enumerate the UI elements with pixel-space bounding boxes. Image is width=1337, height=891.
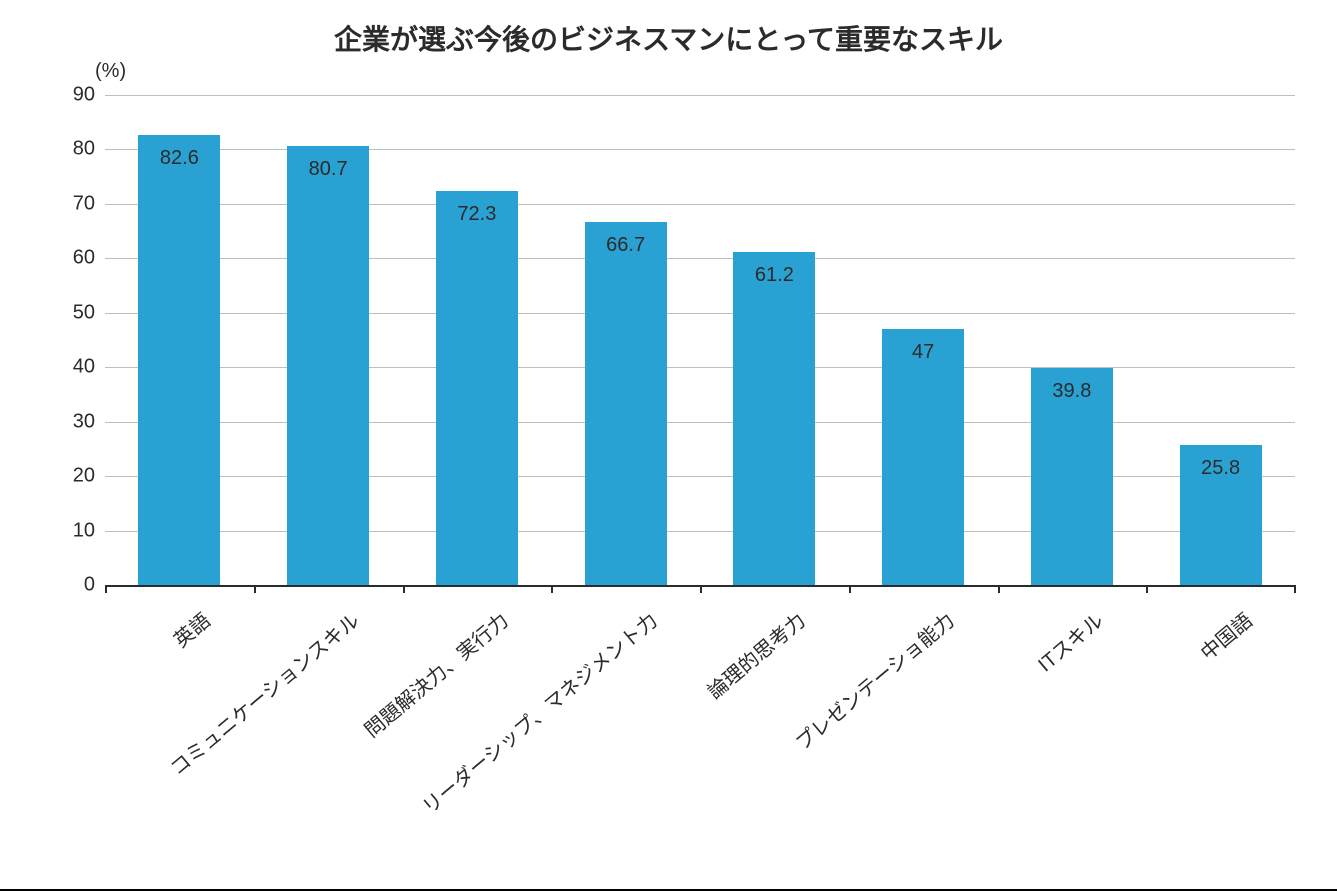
bar: 39.8 (1031, 368, 1113, 585)
x-axis-tick (403, 585, 405, 593)
bar-value-label: 47 (882, 341, 964, 364)
y-tick-label: 40 (35, 356, 105, 379)
bar-value-label: 82.6 (138, 147, 220, 170)
y-tick-label: 10 (35, 519, 105, 542)
bar: 47 (882, 329, 964, 585)
y-tick-label: 50 (35, 301, 105, 324)
y-axis-unit: (%) (95, 60, 126, 83)
gridline (105, 95, 1295, 96)
x-tick-label: 論理的思考力 (700, 605, 811, 704)
bar-value-label: 61.2 (733, 264, 815, 287)
bar: 25.8 (1180, 445, 1262, 585)
bar: 80.7 (287, 146, 369, 585)
gridline (105, 149, 1295, 150)
bar-value-label: 39.8 (1031, 380, 1113, 403)
x-axis-tick (1294, 585, 1296, 593)
bar: 72.3 (436, 191, 518, 585)
y-tick-label: 80 (35, 138, 105, 161)
chart-container: 企業が選ぶ今後のビジネスマンにとって重要なスキル (%) 01020304050… (0, 0, 1337, 891)
x-tick-label: 英語 (167, 605, 216, 653)
y-tick-label: 60 (35, 247, 105, 270)
bar-value-label: 72.3 (436, 203, 518, 226)
gridline (105, 204, 1295, 205)
x-axis-tick (1146, 585, 1148, 593)
x-tick-label: 問題解決力、実行力 (357, 605, 514, 743)
y-tick-label: 90 (35, 84, 105, 107)
bar-value-label: 66.7 (585, 234, 667, 257)
x-axis-tick (105, 585, 107, 593)
y-tick-label: 0 (35, 574, 105, 597)
bar: 61.2 (733, 252, 815, 585)
gridline (105, 258, 1295, 259)
x-axis-tick (849, 585, 851, 593)
gridline (105, 313, 1295, 314)
bar-value-label: 80.7 (287, 158, 369, 181)
gridline (105, 531, 1295, 532)
x-axis-tick (700, 585, 702, 593)
bar: 66.7 (585, 222, 667, 585)
gridline (105, 367, 1295, 368)
bar: 82.6 (138, 135, 220, 585)
x-tick-label: リーダーシップ、マネジメント力 (415, 605, 663, 819)
x-tick-label: プレゼンテーショ能力 (788, 605, 960, 756)
x-tick-label: 中国語 (1193, 605, 1258, 666)
bar-value-label: 25.8 (1180, 457, 1262, 480)
x-axis-tick (998, 585, 1000, 593)
y-tick-label: 20 (35, 465, 105, 488)
x-axis-tick (551, 585, 553, 593)
y-tick-label: 30 (35, 410, 105, 433)
y-tick-label: 70 (35, 192, 105, 215)
x-axis-tick (254, 585, 256, 593)
plot-area: 010203040506070809082.6英語80.7コミュニケーションスキ… (105, 95, 1295, 587)
gridline (105, 422, 1295, 423)
x-tick-label: ITスキル (1030, 605, 1108, 677)
chart-title: 企業が選ぶ今後のビジネスマンにとって重要なスキル (0, 18, 1337, 58)
gridline (105, 476, 1295, 477)
